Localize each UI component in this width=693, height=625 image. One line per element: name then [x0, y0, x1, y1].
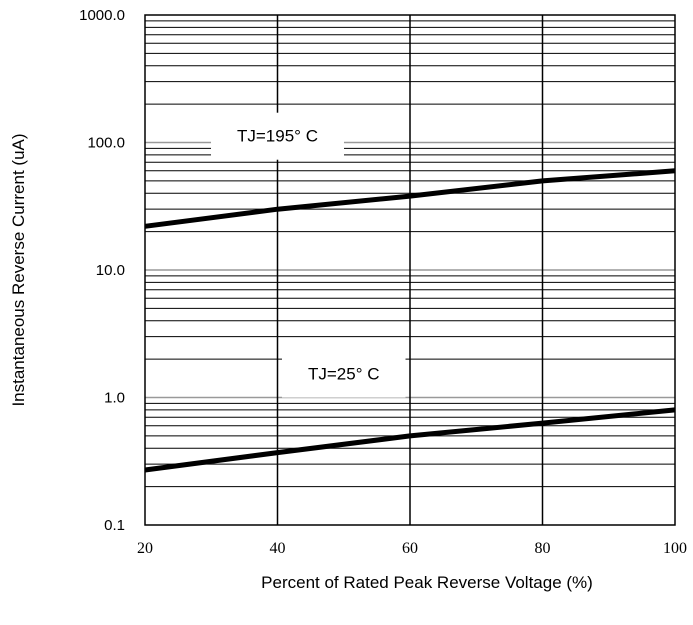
- x-tick-label: 100: [663, 540, 687, 557]
- y-tick-label: 10.0: [96, 262, 125, 279]
- x-tick-label: 60: [402, 540, 418, 557]
- y-tick-label: 1000.0: [79, 7, 125, 24]
- x-axis-label: Percent of Rated Peak Reverse Voltage (%…: [261, 573, 593, 592]
- y-tick-label: 0.1: [104, 517, 125, 534]
- series-group: [144, 168, 676, 473]
- x-tick-label: 20: [137, 540, 153, 557]
- plot-frame: [144, 14, 676, 526]
- curve-label-2: TJ=25° C: [308, 365, 380, 384]
- y-axis-label: Instantaneous Reverse Current (uA): [9, 133, 28, 406]
- curve-labels: TJ=195° C TJ=25° C: [211, 112, 406, 398]
- curve-label-1: TJ=195° C: [237, 127, 318, 146]
- x-tick-label: 40: [270, 540, 286, 557]
- x-tick-labels: 20 40 60 80 100: [137, 540, 687, 557]
- x-tick-label: 80: [535, 540, 551, 557]
- series-line-2: [144, 407, 676, 473]
- curve-label-box: [281, 350, 406, 398]
- series-line-1: [144, 168, 676, 229]
- curve-label-box: [211, 112, 344, 160]
- y-tick-labels: 0.1 1.0 10.0 100.0 1000.0: [79, 7, 125, 534]
- y-tick-label: 100.0: [87, 135, 125, 152]
- y-tick-label: 1.0: [104, 390, 125, 407]
